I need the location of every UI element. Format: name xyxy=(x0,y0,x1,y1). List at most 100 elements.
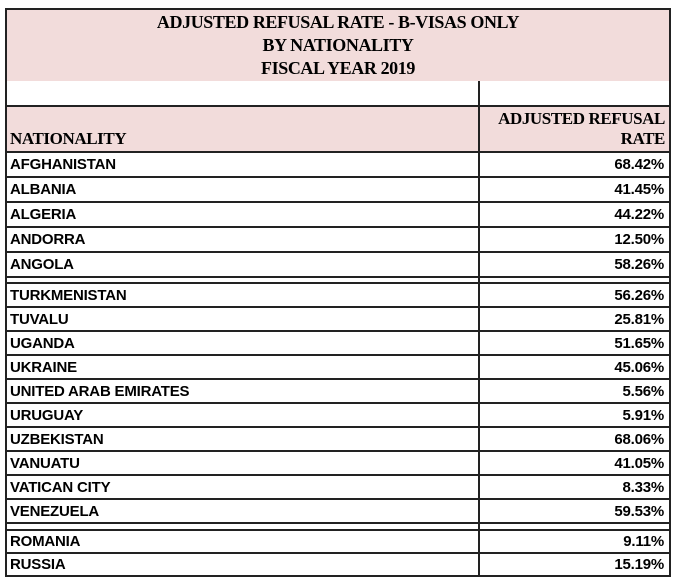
rate-value: 45.06% xyxy=(614,358,664,376)
nationality-value: ALBANIA xyxy=(10,181,77,198)
nationality-cell: AFGHANISTAN xyxy=(7,153,480,176)
table-section-tuv: TURKMENISTAN 56.26% TUVALU 25.81% UGANDA… xyxy=(7,284,669,524)
nationality-value: VATICAN CITY xyxy=(10,478,111,496)
nationality-cell: URUGUAY xyxy=(7,404,480,426)
rate-cell: 56.26% xyxy=(480,284,669,306)
nationality-cell: UZBEKISTAN xyxy=(7,428,480,450)
rate-value: 68.42% xyxy=(614,156,664,173)
spacer-row xyxy=(7,81,669,105)
nationality-column-header: NATIONALITY xyxy=(7,107,480,151)
nationality-value: UNITED ARAB EMIRATES xyxy=(10,382,190,400)
rate-value: 12.50% xyxy=(614,231,664,248)
rate-value: 59.53% xyxy=(614,502,664,520)
rate-value: 5.56% xyxy=(622,382,664,400)
nationality-value: AFGHANISTAN xyxy=(10,156,116,173)
section-break xyxy=(7,278,669,284)
title-line-3: FISCAL YEAR 2019 xyxy=(261,58,415,78)
rate-cell: 5.56% xyxy=(480,380,669,402)
rate-value: 41.45% xyxy=(614,181,664,198)
nationality-value: UZBEKISTAN xyxy=(10,430,104,448)
rate-value: 51.65% xyxy=(614,334,664,352)
column-header-row: NATIONALITY ADJUSTED REFUSAL RATE xyxy=(7,105,669,153)
break-cell-right xyxy=(480,524,669,529)
nationality-value: RUSSIA xyxy=(10,556,66,573)
table-row: UNITED ARAB EMIRATES 5.56% xyxy=(7,380,669,404)
nationality-cell: ROMANIA xyxy=(7,531,480,552)
rate-value: 8.33% xyxy=(622,478,664,496)
nationality-value: ROMANIA xyxy=(10,533,81,550)
section-break xyxy=(7,524,669,531)
rate-cell: 44.22% xyxy=(480,203,669,226)
table-row: VANUATU 41.05% xyxy=(7,452,669,476)
rate-cell: 41.45% xyxy=(480,178,669,201)
rate-value: 56.26% xyxy=(614,286,664,304)
nationality-cell: UGANDA xyxy=(7,332,480,354)
rate-header-line-1: ADJUSTED REFUSAL xyxy=(498,109,665,128)
break-cell-right xyxy=(480,278,669,282)
table-row: UGANDA 51.65% xyxy=(7,332,669,356)
rate-cell: 41.05% xyxy=(480,452,669,474)
nationality-cell: ANDORRA xyxy=(7,228,480,251)
table-row: UZBEKISTAN 68.06% xyxy=(7,428,669,452)
table-row: VENEZUELA 59.53% xyxy=(7,500,669,524)
nationality-cell: VATICAN CITY xyxy=(7,476,480,498)
rate-value: 68.06% xyxy=(614,430,664,448)
nationality-cell: ANGOLA xyxy=(7,253,480,276)
rate-cell: 51.65% xyxy=(480,332,669,354)
nationality-cell: RUSSIA xyxy=(7,554,480,575)
table-row: URUGUAY 5.91% xyxy=(7,404,669,428)
nationality-value: ANGOLA xyxy=(10,256,74,273)
rate-value: 41.05% xyxy=(614,454,664,472)
table-row: AFGHANISTAN 68.42% xyxy=(7,153,669,178)
rate-header-line-2: RATE xyxy=(620,129,666,148)
nationality-value: UGANDA xyxy=(10,334,75,352)
table-row: TUVALU 25.81% xyxy=(7,308,669,332)
rate-value: 15.19% xyxy=(614,556,664,573)
table-row: ANDORRA 12.50% xyxy=(7,228,669,253)
table-row: ALBANIA 41.45% xyxy=(7,178,669,203)
spacer-cell-right xyxy=(480,81,669,105)
table-section-a: AFGHANISTAN 68.42% ALBANIA 41.45% ALGERI… xyxy=(7,153,669,278)
nationality-cell: UKRAINE xyxy=(7,356,480,378)
rate-cell: 45.06% xyxy=(480,356,669,378)
rate-cell: 5.91% xyxy=(480,404,669,426)
nationality-header-label: NATIONALITY xyxy=(10,129,127,148)
nationality-value: URUGUAY xyxy=(10,406,84,424)
title-line-1: ADJUSTED REFUSAL RATE - B-VISAS ONLY xyxy=(156,12,520,32)
rate-cell: 59.53% xyxy=(480,500,669,522)
nationality-cell: ALGERIA xyxy=(7,203,480,226)
table-section-r: ROMANIA 9.11% RUSSIA 15.19% xyxy=(7,531,669,575)
refusal-rate-table: ADJUSTED REFUSAL RATE - B-VISAS ONLY BY … xyxy=(5,8,671,577)
nationality-cell: TUVALU xyxy=(7,308,480,330)
rate-value: 25.81% xyxy=(614,310,664,328)
nationality-value: VENEZUELA xyxy=(10,502,100,520)
table-row: ALGERIA 44.22% xyxy=(7,203,669,228)
table-title: ADJUSTED REFUSAL RATE - B-VISAS ONLY BY … xyxy=(7,10,669,81)
table-row: ROMANIA 9.11% xyxy=(7,531,669,554)
table-row: UKRAINE 45.06% xyxy=(7,356,669,380)
table-row: ANGOLA 58.26% xyxy=(7,253,669,278)
nationality-value: TURKMENISTAN xyxy=(10,286,127,304)
rate-cell: 68.42% xyxy=(480,153,669,176)
rate-cell: 58.26% xyxy=(480,253,669,276)
table-row: RUSSIA 15.19% xyxy=(7,554,669,575)
nationality-value: TUVALU xyxy=(10,310,69,328)
rate-cell: 12.50% xyxy=(480,228,669,251)
rate-column-header: ADJUSTED REFUSAL RATE xyxy=(480,107,669,151)
rate-value: 58.26% xyxy=(614,256,664,273)
break-cell-left xyxy=(7,278,480,282)
spacer-cell-left xyxy=(7,81,480,105)
nationality-cell: VANUATU xyxy=(7,452,480,474)
nationality-cell: TURKMENISTAN xyxy=(7,284,480,306)
nationality-cell: ALBANIA xyxy=(7,178,480,201)
nationality-value: ANDORRA xyxy=(10,231,86,248)
rate-cell: 15.19% xyxy=(480,554,669,575)
rate-value: 5.91% xyxy=(622,406,664,424)
title-line-2: BY NATIONALITY xyxy=(262,35,414,55)
table-row: TURKMENISTAN 56.26% xyxy=(7,284,669,308)
rate-cell: 68.06% xyxy=(480,428,669,450)
rate-cell: 25.81% xyxy=(480,308,669,330)
rate-value: 44.22% xyxy=(614,206,664,223)
rate-cell: 9.11% xyxy=(480,531,669,552)
